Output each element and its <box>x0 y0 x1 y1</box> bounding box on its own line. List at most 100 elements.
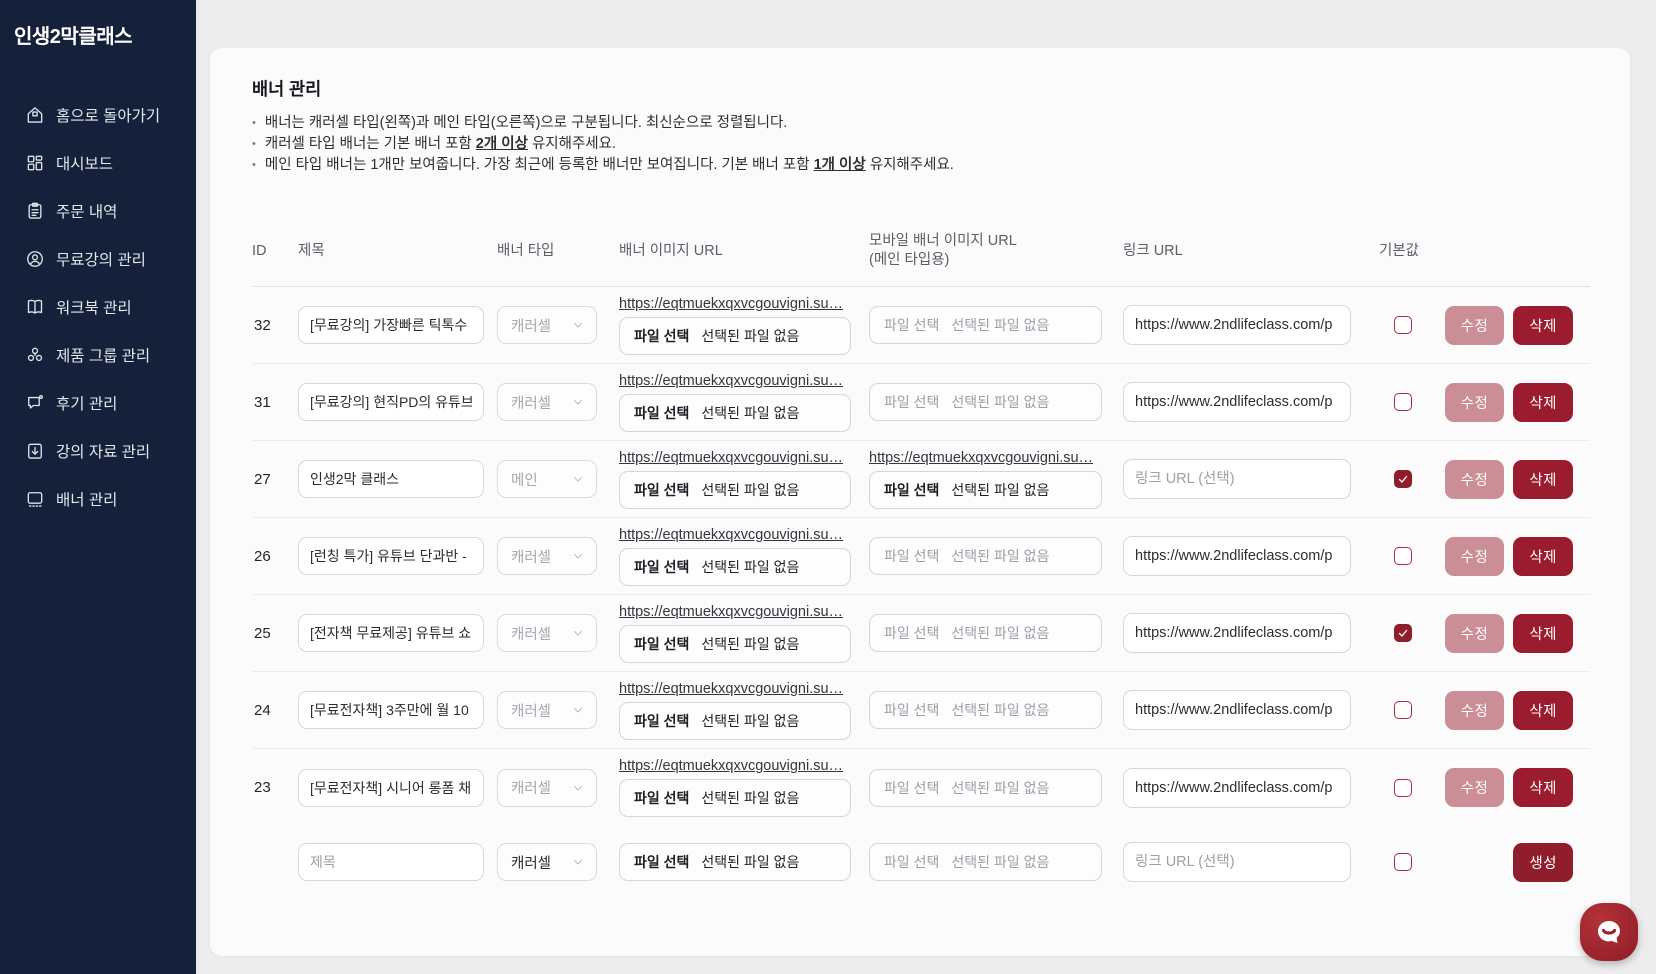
banner-image-link[interactable]: https://eqtmuekxqxvcgouvigni.su… <box>619 758 844 774</box>
delete-button[interactable]: 삭제 <box>1513 305 1573 345</box>
link-url-input[interactable] <box>1123 305 1351 345</box>
delete-button[interactable]: 삭제 <box>1513 690 1573 730</box>
link-url-input[interactable] <box>1123 536 1351 576</box>
banner-image-link[interactable]: https://eqtmuekxqxvcgouvigni.su… <box>619 603 844 620</box>
sidebar-item-1[interactable]: 대시보드 <box>0 139 196 187</box>
link-url-input[interactable] <box>1123 459 1351 499</box>
mobile-image-link[interactable]: https://eqtmuekxqxvcgouvigni.su… <box>869 449 1094 466</box>
mobile-file-input[interactable]: 파일 선택 선택된 파일 없음 <box>869 306 1102 344</box>
sidebar-item-0[interactable]: 홈으로 돌아가기 <box>0 91 196 139</box>
banner-image-link[interactable]: https://eqtmuekxqxvcgouvigni.su… <box>619 295 844 312</box>
banner-file-input[interactable]: 파일 선택 선택된 파일 없음 <box>619 701 851 740</box>
chevron-down-icon <box>572 627 584 639</box>
type-select[interactable]: 메인 <box>497 460 597 498</box>
default-checkbox[interactable] <box>1394 701 1412 719</box>
edit-button[interactable]: 수정 <box>1444 382 1505 422</box>
banner-row: 27 메인 https://eqtmuekxqxvcgouvigni.su… 파… <box>252 441 1590 518</box>
sidebar-item-7[interactable]: 강의 자료 관리 <box>0 427 196 475</box>
delete-button[interactable]: 삭제 <box>1513 382 1573 422</box>
banner-file-input[interactable]: 파일 선택 선택된 파일 없음 <box>619 624 851 663</box>
type-select[interactable]: 캐러셀 <box>497 383 597 421</box>
title-input[interactable] <box>298 460 484 498</box>
type-select[interactable]: 캐러셀 <box>497 306 597 344</box>
banner-id: 31 <box>254 393 271 411</box>
default-checkbox[interactable] <box>1394 393 1412 411</box>
dashboard-icon <box>25 153 45 173</box>
sidebar-item-8[interactable]: 배너 관리 <box>0 475 196 523</box>
chevron-down-icon <box>572 782 584 794</box>
banner-file-input[interactable]: 파일 선택 선택된 파일 없음 <box>619 470 851 509</box>
chat-widget-button[interactable] <box>1580 903 1638 961</box>
link-url-input[interactable] <box>1123 382 1351 422</box>
link-url-input[interactable] <box>1123 613 1351 653</box>
create-button[interactable]: 생성 <box>1513 842 1573 882</box>
title-input[interactable] <box>298 691 484 729</box>
workbook-icon <box>25 297 45 317</box>
delete-button[interactable]: 삭제 <box>1513 459 1573 499</box>
banner-row: 32 캐러셀 https://eqtmuekxqxvcgouvigni.su… … <box>252 287 1590 364</box>
banner-file-input[interactable]: 파일 선택 선택된 파일 없음 <box>619 393 851 432</box>
sidebar-item-label: 배너 관리 <box>56 492 118 509</box>
default-checkbox[interactable] <box>1394 470 1412 488</box>
delete-button[interactable]: 삭제 <box>1513 536 1573 576</box>
banner-id: 26 <box>254 547 271 565</box>
type-select[interactable]: 캐러셀 <box>497 768 597 807</box>
chevron-down-icon <box>572 319 584 331</box>
table-header-row: ID 제목 배너 타입 배너 이미지 URL 모바일 배너 이미지 URL (메… <box>252 218 1590 287</box>
edit-button[interactable]: 수정 <box>1444 768 1505 807</box>
new-mobile-file-input[interactable]: 파일 선택 선택된 파일 없음 <box>869 843 1102 881</box>
type-select[interactable]: 캐러셀 <box>497 614 597 652</box>
sidebar-item-4[interactable]: 워크북 관리 <box>0 283 196 331</box>
edit-button[interactable]: 수정 <box>1444 536 1505 576</box>
sidebar-item-5[interactable]: 제품 그룹 관리 <box>0 331 196 379</box>
banner-image-link[interactable]: https://eqtmuekxqxvcgouvigni.su… <box>619 680 844 697</box>
mobile-file-input[interactable]: 파일 선택 선택된 파일 없음 <box>869 768 1102 807</box>
default-checkbox[interactable] <box>1394 547 1412 565</box>
banner-image-link[interactable]: https://eqtmuekxqxvcgouvigni.su… <box>619 372 844 389</box>
edit-button[interactable]: 수정 <box>1444 613 1505 653</box>
type-select[interactable]: 캐러셀 <box>497 537 597 575</box>
banner-row: 25 캐러셀 https://eqtmuekxqxvcgouvigni.su… … <box>252 595 1590 672</box>
default-checkbox[interactable] <box>1394 316 1412 334</box>
edit-button[interactable]: 수정 <box>1444 305 1505 345</box>
default-checkbox[interactable] <box>1394 778 1412 797</box>
sidebar-item-label: 무료강의 관리 <box>56 252 146 269</box>
mobile-file-input[interactable]: 파일 선택 선택된 파일 없음 <box>869 383 1102 421</box>
mobile-file-input[interactable]: 파일 선택 선택된 파일 없음 <box>869 614 1102 652</box>
title-input[interactable] <box>298 383 484 421</box>
banner-file-input[interactable]: 파일 선택 선택된 파일 없음 <box>619 316 851 355</box>
delete-button[interactable]: 삭제 <box>1513 768 1573 807</box>
title-input[interactable] <box>298 614 484 652</box>
banner-file-input[interactable]: 파일 선택 선택된 파일 없음 <box>619 779 851 817</box>
type-select[interactable]: 캐러셀 <box>497 691 597 729</box>
banner-id: 32 <box>254 316 271 334</box>
sidebar-item-3[interactable]: 무료강의 관리 <box>0 235 196 283</box>
new-default-checkbox[interactable] <box>1394 853 1412 871</box>
mobile-file-input[interactable]: 파일 선택 선택된 파일 없음 <box>869 470 1102 509</box>
chevron-down-icon <box>572 550 584 562</box>
default-checkbox[interactable] <box>1394 624 1412 642</box>
edit-button[interactable]: 수정 <box>1444 459 1505 499</box>
link-url-input[interactable] <box>1123 767 1351 808</box>
page-title: 배너 관리 <box>252 79 322 99</box>
title-input[interactable] <box>298 306 484 344</box>
chevron-down-icon <box>572 473 584 485</box>
new-banner-file-input[interactable]: 파일 선택 선택된 파일 없음 <box>619 843 851 881</box>
new-type-select[interactable]: 캐러셀 <box>497 843 597 881</box>
sidebar-item-2[interactable]: 주문 내역 <box>0 187 196 235</box>
table-body: 32 캐러셀 https://eqtmuekxqxvcgouvigni.su… … <box>252 287 1590 826</box>
banner-file-input[interactable]: 파일 선택 선택된 파일 없음 <box>619 547 851 586</box>
new-link-url-input[interactable] <box>1123 842 1351 882</box>
edit-button[interactable]: 수정 <box>1444 690 1505 730</box>
col-header-title: 제목 <box>298 242 325 259</box>
delete-button[interactable]: 삭제 <box>1513 613 1573 653</box>
title-input[interactable] <box>298 537 484 575</box>
sidebar-item-6[interactable]: 후기 관리 <box>0 379 196 427</box>
new-title-input[interactable] <box>298 843 484 881</box>
mobile-file-input[interactable]: 파일 선택 선택된 파일 없음 <box>869 691 1102 729</box>
title-input[interactable] <box>298 768 484 807</box>
banner-image-link[interactable]: https://eqtmuekxqxvcgouvigni.su… <box>619 526 844 543</box>
mobile-file-input[interactable]: 파일 선택 선택된 파일 없음 <box>869 537 1102 575</box>
banner-image-link[interactable]: https://eqtmuekxqxvcgouvigni.su… <box>619 449 844 466</box>
link-url-input[interactable] <box>1123 690 1351 730</box>
